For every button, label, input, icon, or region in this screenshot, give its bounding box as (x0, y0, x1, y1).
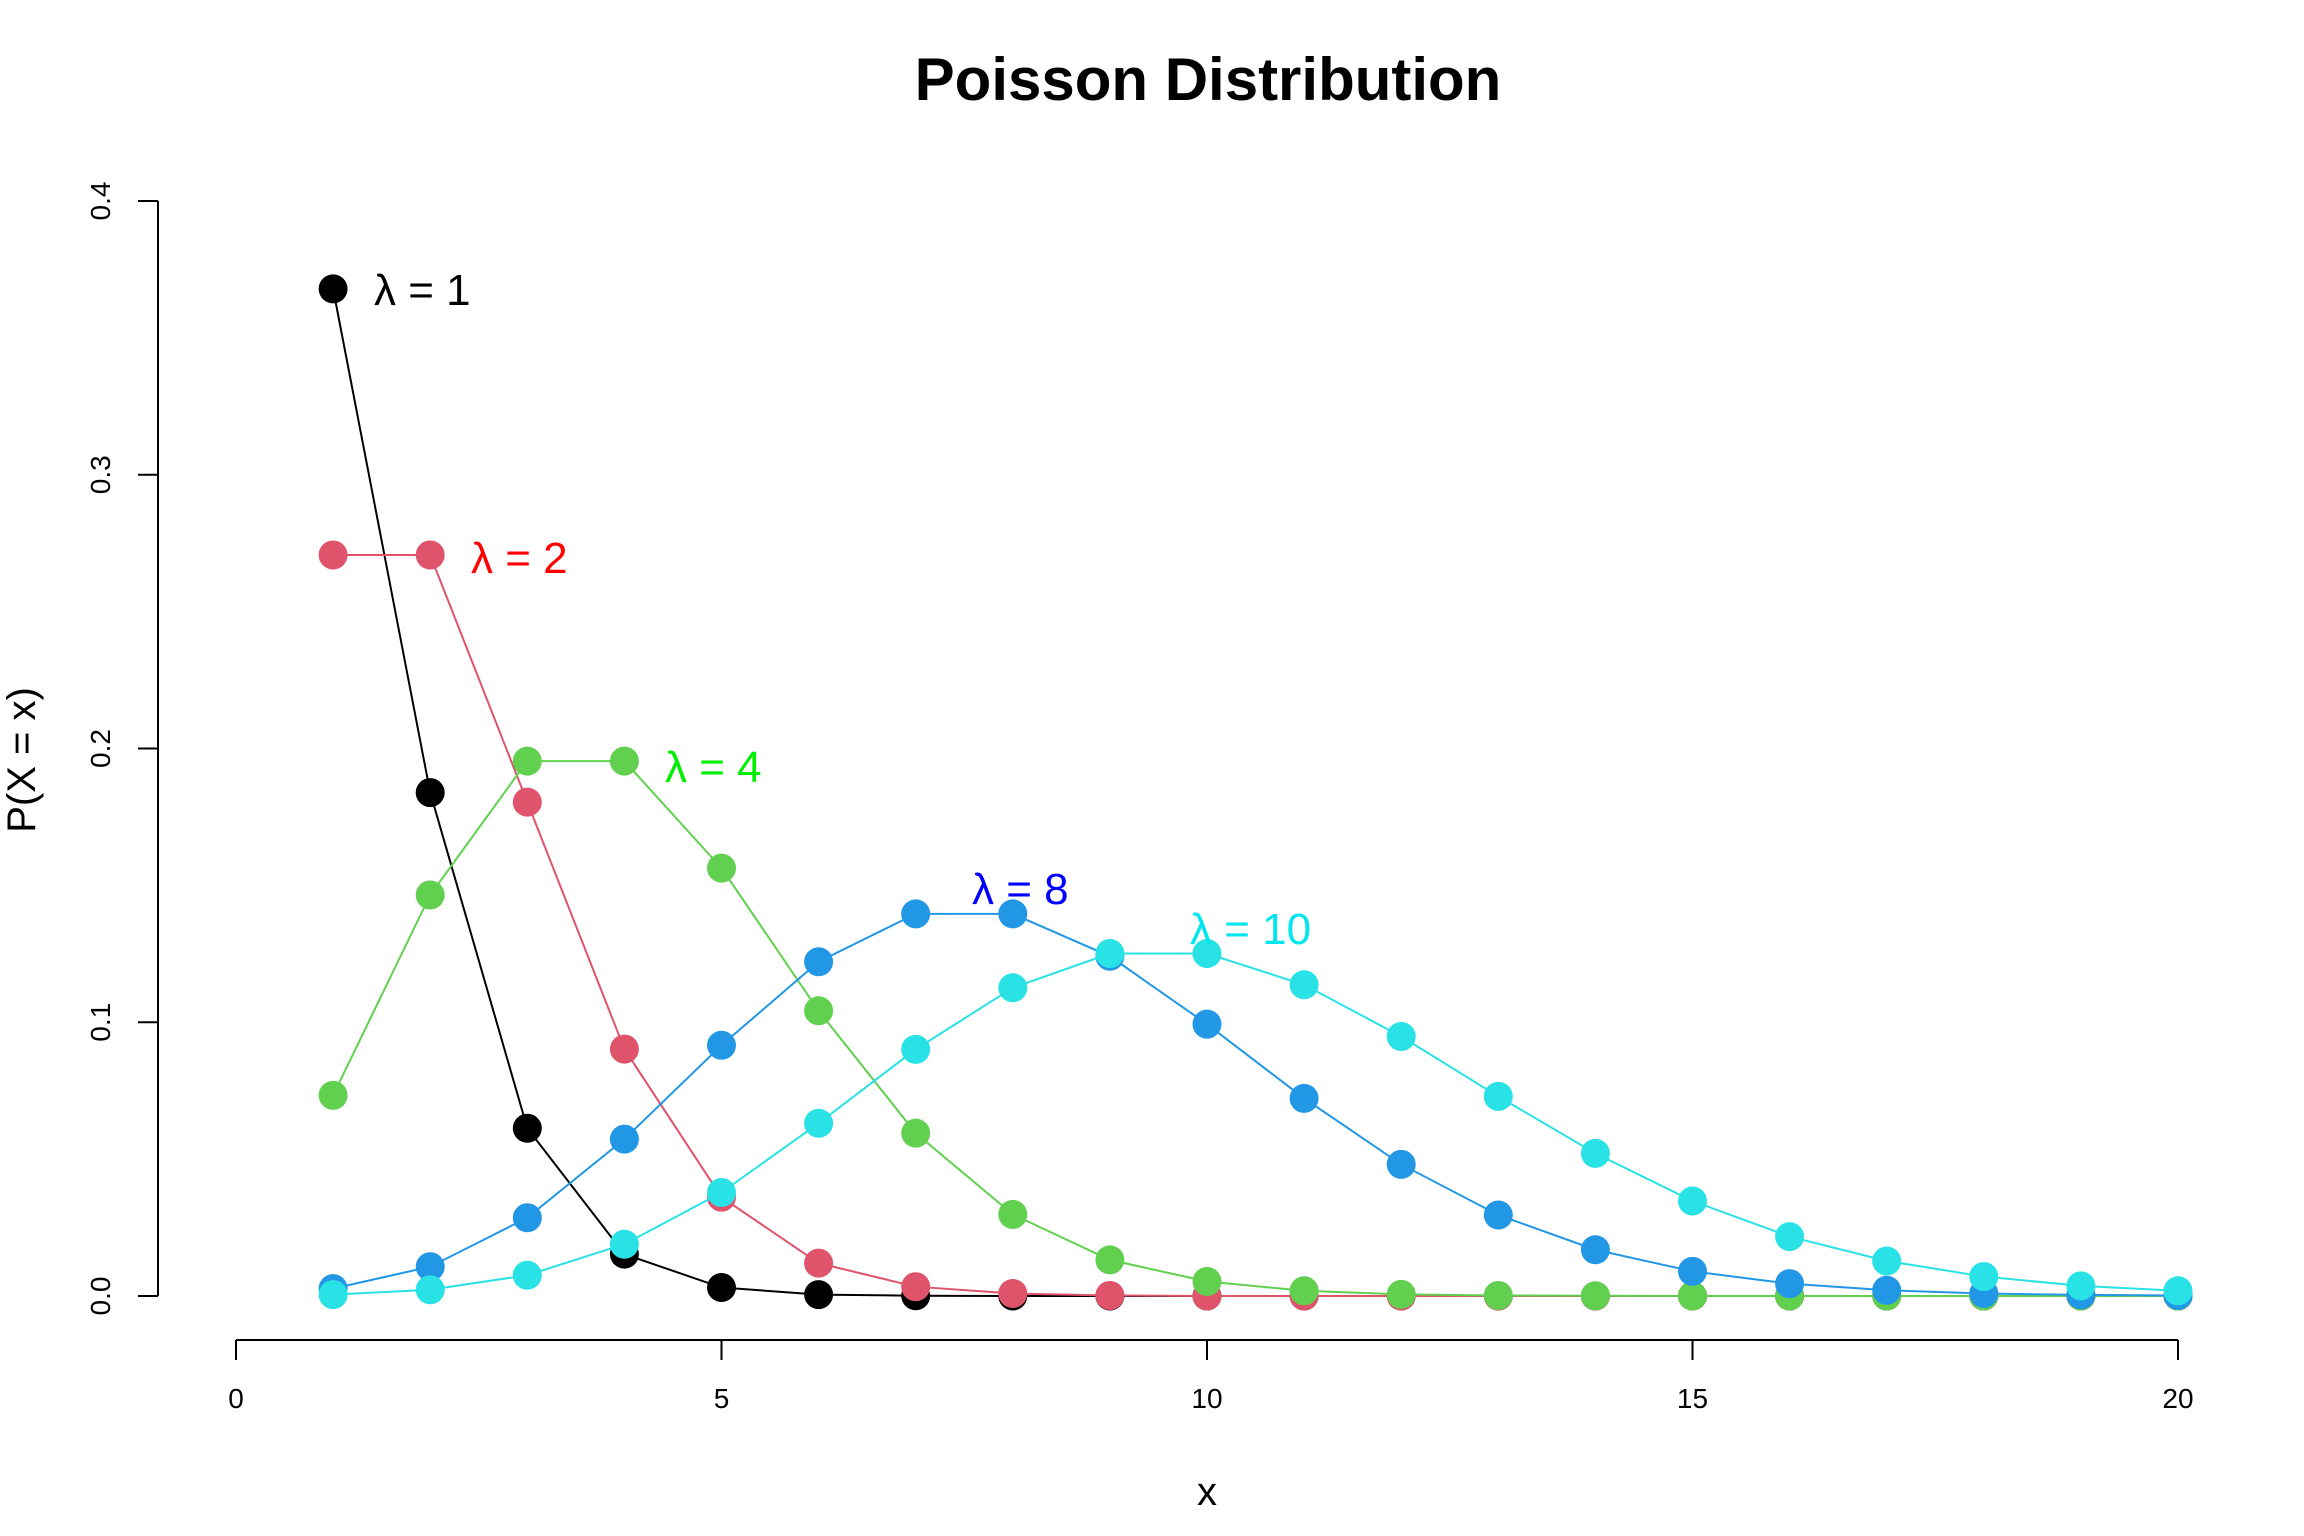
series-5 (318, 939, 2193, 1310)
data-point (1095, 1280, 1125, 1310)
data-point (318, 540, 348, 570)
data-point (512, 1260, 542, 1290)
y-tick-label: 0.0 (85, 1277, 116, 1316)
data-point (1192, 939, 1222, 969)
series-group (318, 274, 2193, 1311)
data-point (1192, 1266, 1222, 1296)
data-point (1872, 1246, 1902, 1276)
series-label: λ = 1 (374, 266, 471, 315)
data-point (415, 1252, 445, 1282)
data-point (901, 899, 931, 929)
series-label: λ = 2 (471, 534, 568, 583)
data-point (1580, 1235, 1610, 1265)
data-point (804, 1248, 834, 1278)
data-point (707, 853, 736, 883)
data-point (1580, 1281, 1610, 1311)
series-line (332, 288, 2178, 1297)
data-point (512, 1113, 542, 1143)
x-tick-label: 20 (2162, 1383, 2193, 1414)
data-point (1678, 1256, 1707, 1286)
data-point (318, 274, 348, 304)
data-point (415, 880, 445, 910)
data-point (318, 1280, 348, 1310)
data-point (998, 1279, 1028, 1309)
data-point (1483, 1200, 1513, 1230)
data-point (707, 1178, 736, 1208)
series-4 (318, 899, 2193, 1310)
data-point (998, 899, 1028, 929)
data-point (1872, 1275, 1902, 1305)
series-line (332, 760, 2178, 1297)
data-point (804, 1108, 834, 1138)
data-point (998, 973, 1028, 1003)
data-point (1095, 939, 1125, 969)
data-point (901, 1118, 931, 1148)
data-point (1969, 1262, 1999, 1292)
data-point (1775, 1269, 1805, 1299)
data-point (415, 778, 445, 808)
data-point (1289, 1276, 1319, 1306)
y-tick-label: 0.2 (85, 729, 116, 768)
x-tick-label: 0 (228, 1383, 244, 1414)
data-point (609, 746, 639, 776)
data-point (804, 947, 834, 977)
data-point (1483, 1081, 1513, 1111)
x-tick-label: 15 (1677, 1383, 1708, 1414)
x-tick-label: 10 (1191, 1383, 1222, 1414)
series-line (332, 912, 2179, 1297)
data-point (1678, 1186, 1707, 1216)
data-point (1386, 1149, 1416, 1179)
data-point (2066, 1271, 2096, 1301)
data-point (707, 1030, 736, 1060)
series-3 (318, 746, 2193, 1311)
data-point (998, 1199, 1028, 1229)
y-axis-label: P(X = x) (0, 687, 44, 833)
data-point (609, 1229, 639, 1259)
x-tick-label: 5 (714, 1383, 730, 1414)
series-label: λ = 4 (665, 743, 762, 792)
series-1 (318, 274, 2193, 1311)
data-point (1580, 1138, 1610, 1168)
series-label: λ = 8 (972, 865, 1069, 914)
data-point (512, 746, 542, 776)
data-point (1289, 1083, 1319, 1113)
data-point (1192, 1009, 1222, 1039)
data-point (1289, 970, 1319, 1000)
data-point (707, 1273, 736, 1303)
data-point (609, 1124, 639, 1154)
y-tick-label: 0.3 (85, 455, 116, 494)
series-label: λ = 10 (1190, 905, 1311, 954)
data-point (901, 1272, 931, 1302)
data-point (318, 1080, 348, 1110)
data-point (609, 1034, 639, 1064)
data-point (901, 1034, 931, 1064)
series-line (333, 952, 2179, 1296)
data-point (2163, 1276, 2193, 1306)
data-point (512, 787, 542, 817)
x-axis-label: x (1197, 1470, 1217, 1514)
data-point (1386, 1021, 1416, 1051)
data-point (415, 1275, 445, 1305)
data-point (804, 996, 834, 1026)
data-point (1386, 1279, 1416, 1309)
data-point (1095, 1245, 1125, 1275)
axes: 0 5 10 15 20 0.0 0.1 0.2 0.3 0.4 (85, 182, 2194, 1414)
data-point (1678, 1281, 1707, 1311)
data-point (415, 540, 445, 570)
data-point (804, 1280, 834, 1310)
chart-title: Poisson Distribution (915, 46, 1502, 113)
annotations: λ = 1 λ = 2 λ = 4 λ = 8 λ = 10 (374, 266, 1311, 954)
data-point (1483, 1280, 1513, 1310)
y-tick-label: 0.4 (85, 182, 116, 221)
data-point (1775, 1222, 1805, 1252)
data-point (512, 1203, 542, 1233)
y-tick-label: 0.1 (85, 1003, 116, 1042)
